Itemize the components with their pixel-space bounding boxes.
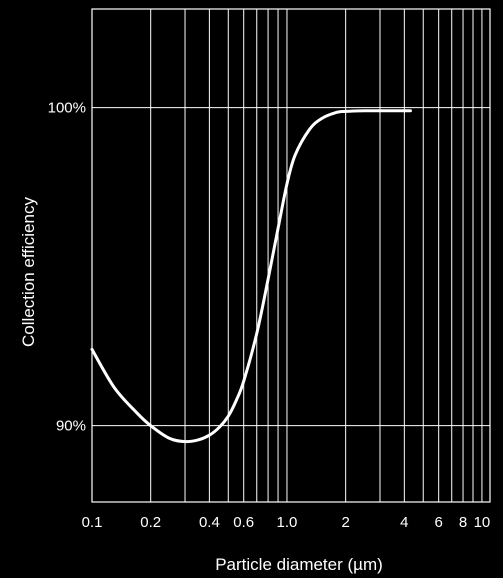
x-axis-title: Particle diameter (µm) (215, 555, 383, 574)
y-gridlines (92, 107, 490, 427)
x-tick-label: 2 (341, 514, 349, 531)
y-axis-title: Collection efficiency (19, 197, 38, 347)
x-tick-label: 10 (474, 514, 491, 531)
y-tick-label: 100% (48, 100, 86, 117)
x-tick-label: 1.0 (277, 514, 298, 531)
x-tick-label: 6 (435, 514, 443, 531)
x-tick-label: 4 (400, 514, 408, 531)
x-tick-labels: 0.1 0.2 0.4 0.6 1.0 2 4 6 8 10 (82, 514, 491, 531)
x-tick-label: 0.1 (82, 514, 103, 531)
x-tick-label: 8 (459, 514, 467, 531)
x-gridlines (91, 9, 483, 502)
x-tick-label: 0.2 (140, 514, 161, 531)
x-tick-label: 0.4 (199, 514, 220, 531)
efficiency-curve (90, 109, 412, 444)
y-tick-labels: 90% 100% (48, 100, 86, 435)
x-tick-label: 0.6 (233, 514, 254, 531)
plot-frame (91, 8, 491, 503)
y-tick-label: 90% (56, 418, 86, 435)
